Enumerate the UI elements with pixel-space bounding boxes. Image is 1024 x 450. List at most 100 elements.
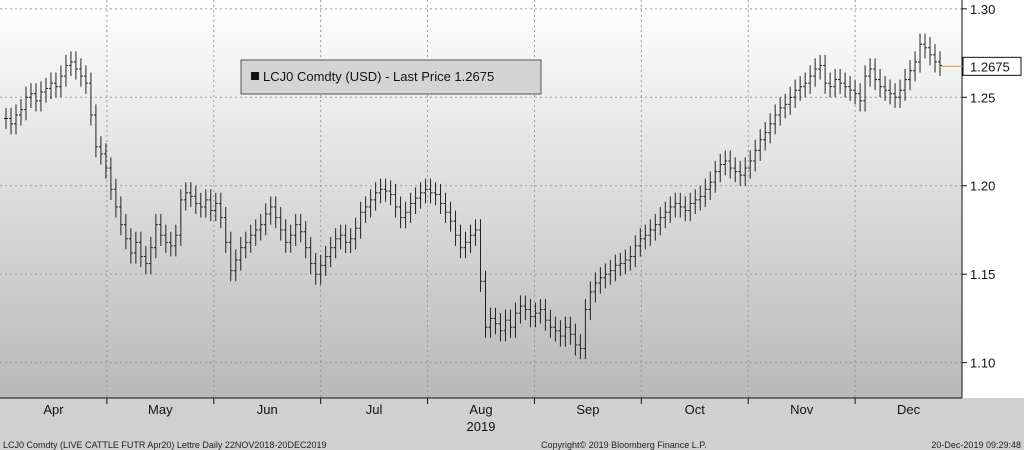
price-bar xyxy=(703,178,708,207)
price-bar xyxy=(923,33,928,59)
legend-swatch xyxy=(251,72,259,80)
x-tick-label: Jul xyxy=(366,402,383,417)
price-bar xyxy=(403,201,408,229)
price-bar xyxy=(13,104,18,135)
price-bar xyxy=(473,219,478,246)
price-bar xyxy=(883,76,888,101)
footer-source: LCJ0 Comdty (LIVE CATTLE FUTR Apr20) Let… xyxy=(3,440,327,450)
price-bar xyxy=(528,298,533,328)
price-bar xyxy=(638,228,643,257)
price-bar xyxy=(468,224,473,253)
price-bar xyxy=(658,206,663,236)
price-bar xyxy=(178,189,183,246)
footer-timestamp: 20-Dec-2019 09:29:48 xyxy=(931,440,1021,450)
price-bar xyxy=(868,58,873,87)
price-bar xyxy=(583,298,588,360)
price-bar xyxy=(288,224,293,253)
price-bar xyxy=(698,185,703,211)
price-bar xyxy=(718,153,723,183)
price-bar xyxy=(388,180,393,206)
price-bar xyxy=(158,214,163,246)
price-bar xyxy=(593,272,598,303)
price-bar xyxy=(758,129,763,161)
price-bar xyxy=(853,79,858,105)
price-bar xyxy=(443,192,448,223)
price-bar xyxy=(208,189,213,222)
price-bar xyxy=(838,68,843,94)
price-bar xyxy=(378,178,383,204)
price-bar xyxy=(73,51,78,80)
price-bar xyxy=(773,104,778,135)
price-bar xyxy=(803,72,808,98)
price-bar xyxy=(538,298,543,324)
price-bar xyxy=(18,99,23,126)
price-bar xyxy=(903,68,908,101)
price-bar xyxy=(478,219,483,292)
price-bar xyxy=(768,113,773,144)
price-bar xyxy=(313,252,318,285)
price-bar xyxy=(128,228,133,264)
price-bar xyxy=(273,196,278,229)
x-axis: Apr May Jun Jul Aug Sep Oct Nov Dec 2019 xyxy=(0,397,962,434)
price-bar xyxy=(493,307,498,335)
price-bar xyxy=(523,295,528,321)
price-bar xyxy=(168,231,173,257)
price-bar xyxy=(298,214,303,243)
price-bar xyxy=(793,79,798,108)
price-bar xyxy=(188,182,193,207)
price-bar xyxy=(98,136,103,165)
price-bar xyxy=(933,44,938,73)
price-bar xyxy=(173,224,178,257)
price-bar xyxy=(848,76,853,101)
price-bar xyxy=(213,192,218,222)
price-bars xyxy=(4,33,942,360)
price-bar xyxy=(678,192,683,218)
price-bar xyxy=(603,263,608,289)
price-bar xyxy=(423,178,428,204)
price-bar xyxy=(708,171,713,200)
price-bar xyxy=(318,254,323,285)
price-bar xyxy=(413,187,418,215)
y-tick-label: 1.20 xyxy=(970,179,995,194)
price-bar xyxy=(788,86,793,115)
price-bar xyxy=(918,33,923,73)
price-bar xyxy=(688,192,693,222)
price-bar xyxy=(553,316,558,342)
y-tick-label: 1.10 xyxy=(970,356,995,371)
price-bar xyxy=(133,231,138,264)
price-bar xyxy=(483,270,488,338)
price-bar xyxy=(68,51,73,77)
price-bar xyxy=(653,214,658,241)
price-bar xyxy=(608,260,613,285)
price-bar xyxy=(438,183,443,215)
price-bar xyxy=(348,228,353,253)
price-bar xyxy=(693,189,698,215)
price-bar xyxy=(368,189,373,218)
price-bar xyxy=(543,298,548,331)
price-bar xyxy=(588,281,593,321)
price-bar xyxy=(148,237,153,275)
price-bar xyxy=(458,224,463,259)
price-bar xyxy=(278,206,283,241)
price-bar xyxy=(358,201,363,239)
price-bar xyxy=(408,192,413,223)
price-bar xyxy=(858,83,863,112)
price-bar xyxy=(228,231,233,282)
price-bar xyxy=(343,224,348,253)
price-bar xyxy=(893,83,898,108)
price-bar xyxy=(103,143,108,179)
price-bar xyxy=(873,58,878,91)
price-bar xyxy=(293,214,298,246)
price-bar xyxy=(198,192,203,218)
price-bar xyxy=(233,249,238,282)
x-tick-label: Nov xyxy=(790,402,814,417)
price-bar xyxy=(268,196,273,225)
price-bar xyxy=(183,182,188,211)
price-bar xyxy=(748,150,753,179)
price-bar xyxy=(333,228,338,259)
price-bar xyxy=(338,224,343,250)
price-bar xyxy=(833,68,838,98)
price-bar xyxy=(763,122,768,151)
price-bar xyxy=(373,182,378,211)
